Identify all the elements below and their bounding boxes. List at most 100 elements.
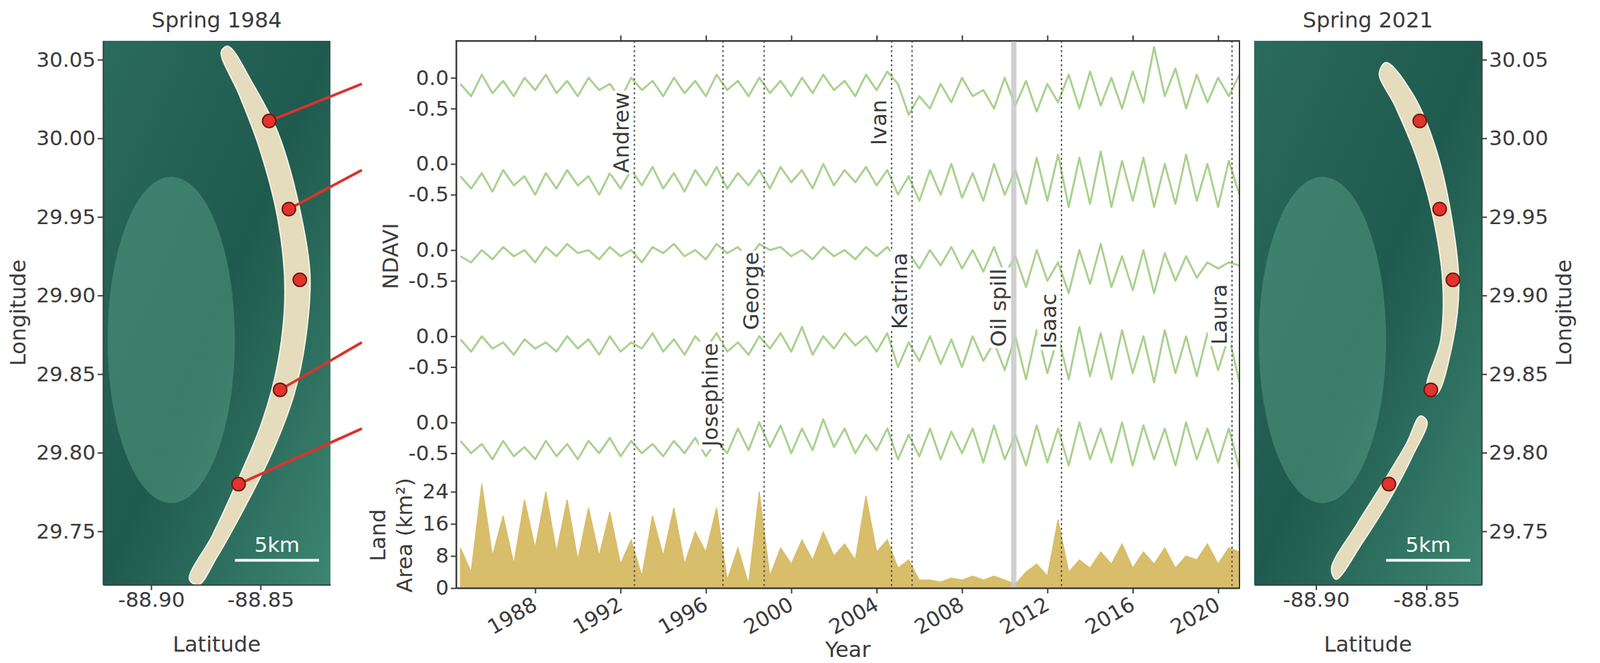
map-panel: 5km-88.90-88.8529.7529.8029.8529.9029.95… <box>1254 7 1577 657</box>
tick-label: 2004 <box>824 591 883 640</box>
tick: 29.75 <box>36 519 104 544</box>
plot-area <box>460 244 1240 294</box>
point <box>1413 114 1427 128</box>
ndavi-panel: -0.50.0NDAVI <box>377 213 1241 300</box>
tick: 30.05 <box>1481 47 1549 72</box>
tick: 30.00 <box>1481 125 1549 150</box>
tick-mark <box>876 35 878 41</box>
plot-area <box>460 419 1240 469</box>
event-label: George <box>738 250 764 332</box>
event-name: Josephine <box>697 343 724 449</box>
tick-label: 0.0 <box>416 151 449 176</box>
tick-mark <box>450 587 457 590</box>
tick-mark <box>450 452 457 455</box>
area-panel: 1988199219962000200420082012201620200816… <box>365 472 1241 663</box>
map-background <box>1254 40 1482 585</box>
tick: 29.80 <box>1481 440 1549 465</box>
event-label: Ivan <box>866 98 892 147</box>
tick: 0.0 <box>416 323 457 348</box>
tick-mark <box>450 422 457 424</box>
tick-mark <box>1481 531 1487 533</box>
tick <box>876 35 878 41</box>
event-line <box>722 40 724 588</box>
tick: -0.5 <box>408 268 457 293</box>
event-label: Oil spill <box>985 267 1012 349</box>
tick: -0.5 <box>408 181 457 207</box>
map-layer: 5km-88.90-88.8529.7529.8029.8529.9029.95… <box>5 7 1577 657</box>
tick: 2012 <box>995 587 1053 639</box>
tick-label: -0.5 <box>408 268 450 293</box>
tick <box>961 35 963 41</box>
tick-label: 29.95 <box>1488 204 1549 229</box>
axis-line <box>1254 584 1483 586</box>
tick: 24 <box>422 478 457 504</box>
point <box>273 383 287 397</box>
x-axis: -88.90-88.85 <box>1254 584 1483 612</box>
tick: 30.00 <box>36 125 104 150</box>
tick <box>535 35 536 41</box>
tick: 29.95 <box>36 204 104 229</box>
tick-label: 29.80 <box>36 440 96 465</box>
point <box>282 202 296 216</box>
y-axis: -0.5 0.0 <box>408 299 457 386</box>
tick-mark <box>450 335 457 338</box>
axis-title: LandArea (km²) <box>365 477 418 592</box>
tick-label: 2012 <box>995 591 1053 640</box>
event-name: Katrina <box>886 252 913 330</box>
tick-label: 1996 <box>654 591 712 640</box>
series-line <box>460 327 1240 383</box>
tick-mark <box>1046 587 1049 594</box>
tick-mark <box>790 35 792 41</box>
y-axis: 29.7529.8029.8529.9029.9530.0030.05 <box>1481 41 1549 586</box>
tick-mark <box>535 587 537 594</box>
tick: 2008 <box>910 587 968 639</box>
scale-bar <box>234 558 320 562</box>
tick-mark <box>1132 35 1134 41</box>
tick-label: 29.85 <box>1488 361 1549 386</box>
tick-label: -0.5 <box>408 440 450 465</box>
island <box>1379 62 1459 395</box>
axis-title: Latitude <box>172 631 261 657</box>
tick-mark <box>1481 216 1487 219</box>
tick-label: -0.5 <box>408 354 450 379</box>
event-name: Ivan <box>866 99 892 146</box>
point <box>262 114 276 128</box>
axis-title: Longitude <box>5 259 31 366</box>
plot-area <box>460 151 1240 208</box>
plot-frame <box>456 40 1240 588</box>
ndavi-panel: -0.5 0.0 <box>408 35 1241 128</box>
y-axis: -0.5 0.0 <box>408 127 457 214</box>
event-label: Andrew <box>608 90 635 175</box>
tick-label: 29.85 <box>36 361 96 386</box>
plot-area <box>460 483 1240 588</box>
tick <box>791 35 792 41</box>
tick-label: -0.5 <box>408 96 450 121</box>
tick-label: 24 <box>422 478 449 504</box>
axis-line <box>1481 41 1483 586</box>
tick: -88.85 <box>1393 584 1461 612</box>
series-line <box>460 244 1240 294</box>
tick-mark <box>97 531 104 533</box>
tick-label: 29.90 <box>36 282 96 308</box>
axis-title: NDAVI <box>377 222 404 289</box>
y-axis: -0.50.0 <box>408 213 457 300</box>
leader-layer <box>238 83 362 484</box>
tick-label: 0.0 <box>416 410 449 435</box>
event-label: Isaac <box>1036 292 1062 351</box>
ndavi-panel: -0.5 0.0 <box>408 385 1241 473</box>
tick <box>1047 35 1049 41</box>
y-axis: -0.5 0.0 <box>408 41 457 128</box>
point <box>292 272 307 287</box>
tick-label: 0.0 <box>416 65 449 90</box>
axis-title: Latitude <box>1323 631 1413 657</box>
tick-label: 1992 <box>568 591 627 640</box>
leader-line <box>280 342 362 390</box>
tick-label: 0.0 <box>416 323 449 348</box>
series-line <box>460 151 1240 208</box>
tick: 2020 <box>1166 587 1225 639</box>
ndavi-panel: -0.5 0.0 <box>408 127 1241 214</box>
event-label: Katrina <box>886 251 913 332</box>
tick-mark <box>450 77 457 79</box>
plot-area <box>460 327 1240 383</box>
tick-mark <box>535 35 537 41</box>
